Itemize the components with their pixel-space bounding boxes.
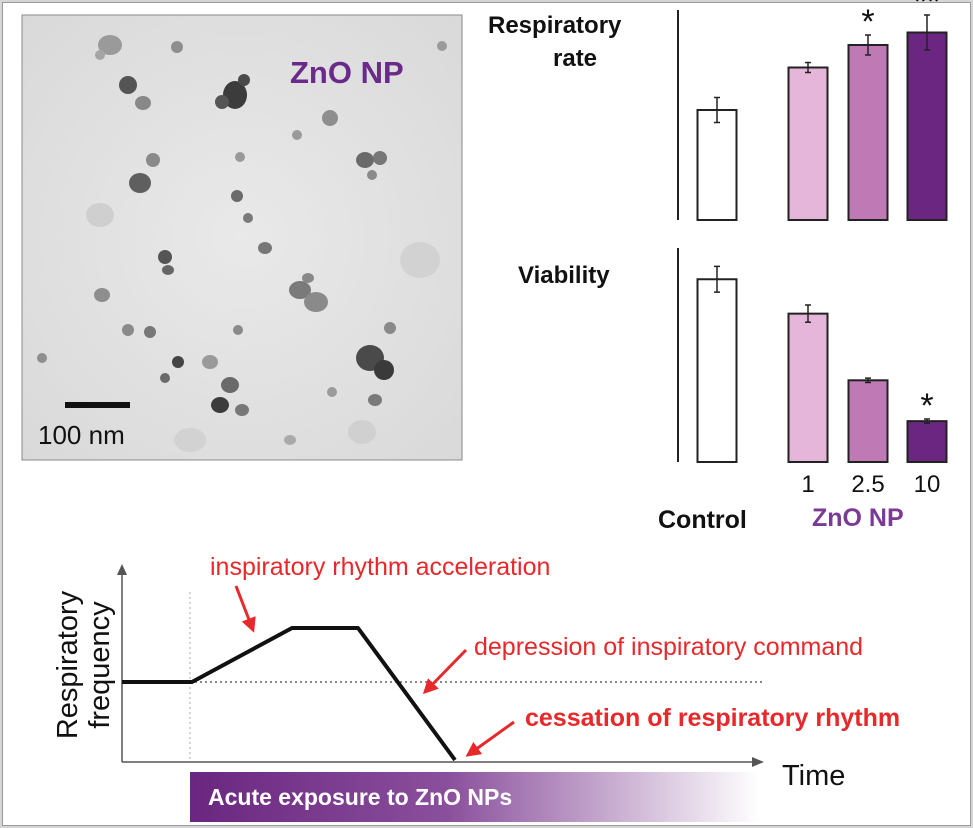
nanoparticle xyxy=(258,242,272,254)
nanoparticle xyxy=(146,153,160,167)
nanoparticle xyxy=(368,394,382,406)
nanoparticle xyxy=(238,74,250,86)
nanoparticle xyxy=(215,95,229,109)
nanoparticle xyxy=(437,41,447,51)
timeline-x-label: Time xyxy=(782,760,845,792)
control-label: Control xyxy=(658,506,747,534)
arrow-cessation xyxy=(465,720,515,757)
nanoparticles xyxy=(37,35,447,452)
nanoparticle xyxy=(122,324,134,336)
nanoparticle xyxy=(235,404,249,416)
micrograph: ZnO NP 100 nm xyxy=(21,14,463,461)
viability-bar-2 xyxy=(847,379,889,463)
viability-title: Viability xyxy=(518,262,610,289)
dose-label-2-5: 2.5 xyxy=(851,471,884,498)
annotation-acceleration: inspiratory rhythm acceleration xyxy=(210,553,550,581)
nanoparticle xyxy=(235,152,245,162)
bar-chart-categories: 1 2.5 10 Control ZnO NP xyxy=(658,471,940,534)
scale-bar xyxy=(65,402,130,408)
zno-np-group-label: ZnO NP xyxy=(812,504,904,532)
nanoparticle xyxy=(158,250,172,264)
nanoparticle xyxy=(95,50,105,60)
nanoparticle xyxy=(119,76,137,94)
respiratory-frequency-curve xyxy=(122,626,457,762)
viability-bar-3 xyxy=(906,420,948,463)
nanoparticle xyxy=(304,292,328,312)
nanoparticle xyxy=(129,173,151,193)
dose-label-1: 1 xyxy=(801,471,814,498)
respiratory-rate-title-line1: Respiratory xyxy=(488,12,622,39)
nanoparticle xyxy=(162,265,174,275)
nanoparticle xyxy=(289,281,311,299)
viability-error-bar-0 xyxy=(714,265,720,293)
respiratory-rate-bar-0 xyxy=(696,109,738,221)
nanoparticle xyxy=(221,377,239,393)
timeline-diagram: Respiratory frequency Time inspiratory r… xyxy=(52,553,900,822)
nanoparticle xyxy=(243,213,253,223)
nanoparticle xyxy=(37,353,47,363)
viability-bars: * xyxy=(696,265,948,463)
nanoparticle xyxy=(322,110,338,126)
viability-error-bar-2 xyxy=(865,377,871,384)
nanoparticle xyxy=(233,325,243,335)
respiratory-rate-bar-1 xyxy=(787,66,829,221)
nanoparticle xyxy=(373,151,387,165)
viability-significance-3: * xyxy=(920,387,933,425)
timeline-y-label: Respiratory frequency xyxy=(52,590,116,739)
respiratory-rate-bars: *** xyxy=(696,0,948,221)
annotation-depression: depression of inspiratory command xyxy=(474,633,863,661)
nanoparticle xyxy=(86,203,114,227)
scale-bar-label: 100 nm xyxy=(38,420,125,450)
nanoparticle xyxy=(231,190,243,202)
nanoparticle xyxy=(172,356,184,368)
nanoparticle xyxy=(284,435,296,445)
arrow-acceleration xyxy=(234,585,256,633)
respiratory-rate-error-bar-0 xyxy=(714,96,720,124)
respiratory-rate-bar-3 xyxy=(906,31,948,221)
nanoparticle xyxy=(327,387,337,397)
y-label-line1: Respiratory xyxy=(52,590,84,739)
nanoparticle xyxy=(160,373,170,383)
nanoparticle xyxy=(171,41,183,53)
nanoparticle xyxy=(302,273,314,283)
nanoparticle xyxy=(374,360,394,380)
exposure-bar xyxy=(190,772,760,822)
annotation-cessation: cessation of respiratory rhythm xyxy=(525,704,900,732)
timeline-x-arrowhead xyxy=(752,757,764,767)
respiratory-rate-error-bar-3 xyxy=(924,14,930,51)
nanoparticle xyxy=(211,397,229,413)
micrograph-label: ZnO NP xyxy=(290,55,404,90)
nanoparticle xyxy=(202,355,218,369)
respiratory-rate-error-bar-1 xyxy=(805,61,811,74)
respiratory-rate-chart: Respiratory rate *** xyxy=(488,0,948,221)
y-label-line2: frequency xyxy=(84,601,116,729)
respiratory-rate-significance-3: ** xyxy=(914,0,940,21)
nanoparticle xyxy=(384,322,396,334)
nanoparticle xyxy=(135,96,151,110)
nanoparticle xyxy=(174,428,206,452)
nanoparticle xyxy=(367,170,377,180)
nanoparticle xyxy=(348,420,376,444)
respiratory-rate-error-bar-2 xyxy=(865,34,871,56)
viability-bar-0 xyxy=(696,278,738,463)
nanoparticle xyxy=(400,242,440,278)
respiratory-rate-title-line2: rate xyxy=(553,45,597,72)
respiratory-rate-significance-2: * xyxy=(861,3,874,41)
viability-chart: Viability * xyxy=(518,248,948,463)
arrow-depression xyxy=(422,648,468,695)
nanoparticle xyxy=(98,35,122,55)
nanoparticle xyxy=(144,326,156,338)
nanoparticle xyxy=(292,130,302,140)
viability-bar-1 xyxy=(787,312,829,463)
viability-error-bar-1 xyxy=(805,304,811,323)
dose-label-10: 10 xyxy=(914,471,941,498)
nanoparticle xyxy=(356,152,374,168)
timeline-y-arrowhead xyxy=(117,564,127,575)
nanoparticle xyxy=(94,288,110,302)
respiratory-rate-bar-2 xyxy=(847,44,889,221)
viability-error-bar-3 xyxy=(924,418,930,425)
exposure-label: Acute exposure to ZnO NPs xyxy=(208,784,512,810)
